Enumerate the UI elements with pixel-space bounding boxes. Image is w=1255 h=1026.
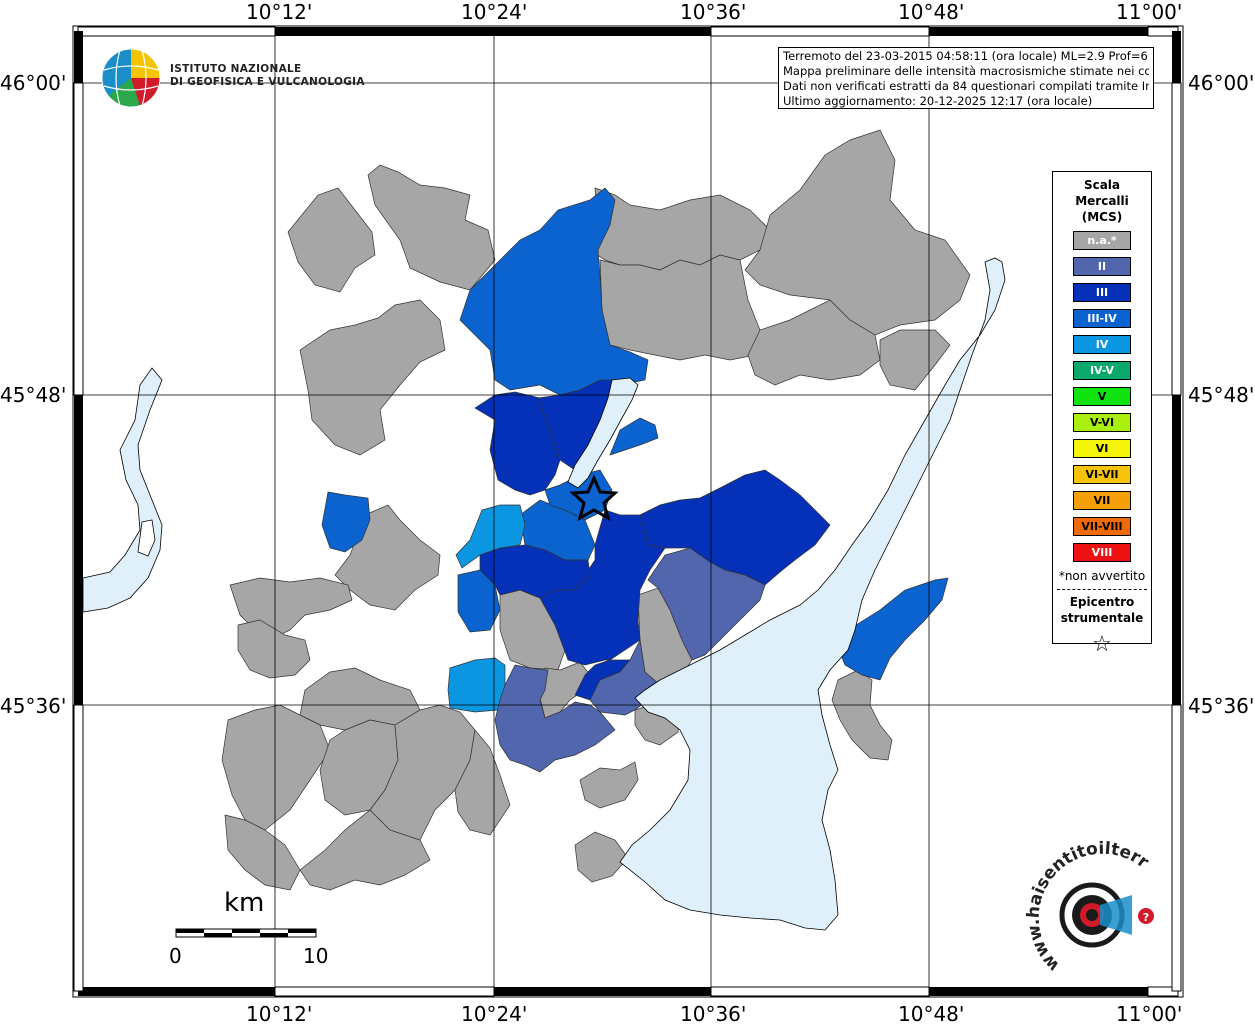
info-line: Terremoto del 23-03-2015 04:58:11 (ora l…	[783, 49, 1149, 63]
legend-swatch: VI	[1073, 439, 1131, 458]
lon-tick-bottom: 11°00'	[1116, 1002, 1183, 1026]
info-line: Mappa preliminare delle intensità macros…	[783, 64, 1149, 78]
lon-tick-top: 10°36'	[680, 0, 747, 24]
legend-swatch: V	[1073, 387, 1131, 406]
lon-tick-bottom: 10°12'	[246, 1002, 313, 1026]
lon-tick-top: 10°48'	[898, 0, 965, 24]
municipalities-iii-iv	[321, 187, 949, 681]
svg-text:?: ?	[1143, 911, 1149, 924]
legend-epicentro-line: strumentale	[1060, 611, 1144, 625]
info-line: Dati non verificati estratti da 84 quest…	[783, 79, 1149, 93]
scale-min: 0	[169, 944, 182, 968]
legend-separator	[1057, 589, 1147, 590]
map-frame	[72, 25, 1184, 998]
lon-tick-top: 11°00'	[1116, 0, 1183, 24]
lat-tick-left: 46°00'	[0, 71, 67, 95]
info-line: Ultimo aggiornamento: 20-12-2025 12:17 (…	[783, 94, 1093, 108]
legend-swatch: III-IV	[1073, 309, 1131, 328]
legend-swatch: n.a.*	[1073, 231, 1131, 250]
lat-tick-right: 46°00'	[1188, 71, 1255, 95]
ingv-line2: DI GEOFISICA E VULCANOLOGIA	[170, 76, 365, 88]
municipalities-iv	[447, 504, 526, 713]
lake-idro	[82, 367, 163, 613]
earthquake-info-box: Terremoto del 23-03-2015 04:58:11 (ora l…	[778, 47, 1154, 109]
lake-garda	[619, 257, 1006, 931]
ingv-line1: ISTITUTO NAZIONALE	[170, 63, 302, 75]
legend-title-line: Scala	[1083, 178, 1121, 192]
legend-swatch: VII	[1073, 491, 1131, 510]
lon-tick-bottom: 10°24'	[461, 1002, 528, 1026]
scale-unit: km	[224, 888, 265, 918]
ingv-logo-text: ISTITUTO NAZIONALE DI GEOFISICA E VULCAN…	[170, 63, 365, 89]
lat-tick-left: 45°48'	[0, 383, 67, 407]
legend-swatch: VI-VII	[1073, 465, 1131, 484]
legend-swatch: VII-VIII	[1073, 517, 1131, 536]
legend-swatch: VIII	[1073, 543, 1131, 562]
legend-swatch: V-VI	[1073, 413, 1131, 432]
legend-note: *non avvertito	[1058, 569, 1146, 583]
legend-swatch: IV	[1073, 335, 1131, 354]
legend-epicentro-line: Epicentro	[1069, 595, 1135, 609]
epicenter-star	[569, 474, 619, 522]
lon-tick-bottom: 10°36'	[680, 1002, 747, 1026]
lat-tick-right: 45°36'	[1188, 694, 1255, 718]
scale-bar	[175, 928, 317, 938]
lat-tick-left: 45°36'	[0, 694, 67, 718]
legend-epicentro: Epicentro strumentale	[1053, 594, 1151, 626]
mcs-legend: Scala Mercalli (MCS) n.a.* II III III-IV IV I…	[1052, 171, 1152, 657]
legend-swatch: II	[1073, 257, 1131, 276]
lake-small	[567, 377, 639, 489]
municipalities-iii	[474, 379, 831, 701]
lat-tick-right: 45°48'	[1188, 383, 1255, 407]
lon-tick-top: 10°12'	[246, 0, 313, 24]
ingv-logo-icon	[101, 48, 161, 108]
scale-max: 10	[303, 944, 329, 968]
lon-tick-top: 10°24'	[461, 0, 528, 24]
legend-title-line: Mercalli	[1075, 194, 1129, 208]
legend-items: n.a.* II III III-IV IV IV-V V V-VI VI VI-VII VII VI…	[1053, 231, 1151, 562]
municipalities-ii	[494, 547, 766, 773]
lake-idro-island	[137, 519, 156, 557]
graticule	[83, 36, 1172, 987]
legend-title: Scala Mercalli (MCS)	[1053, 177, 1151, 225]
legend-star-icon: ☆	[1092, 632, 1112, 657]
municipalities-na	[221, 129, 971, 891]
legend-title-line: (MCS)	[1081, 210, 1123, 224]
legend-swatch: III	[1073, 283, 1131, 302]
legend-swatch: IV-V	[1073, 361, 1131, 380]
lon-tick-bottom: 10°48'	[898, 1002, 965, 1026]
